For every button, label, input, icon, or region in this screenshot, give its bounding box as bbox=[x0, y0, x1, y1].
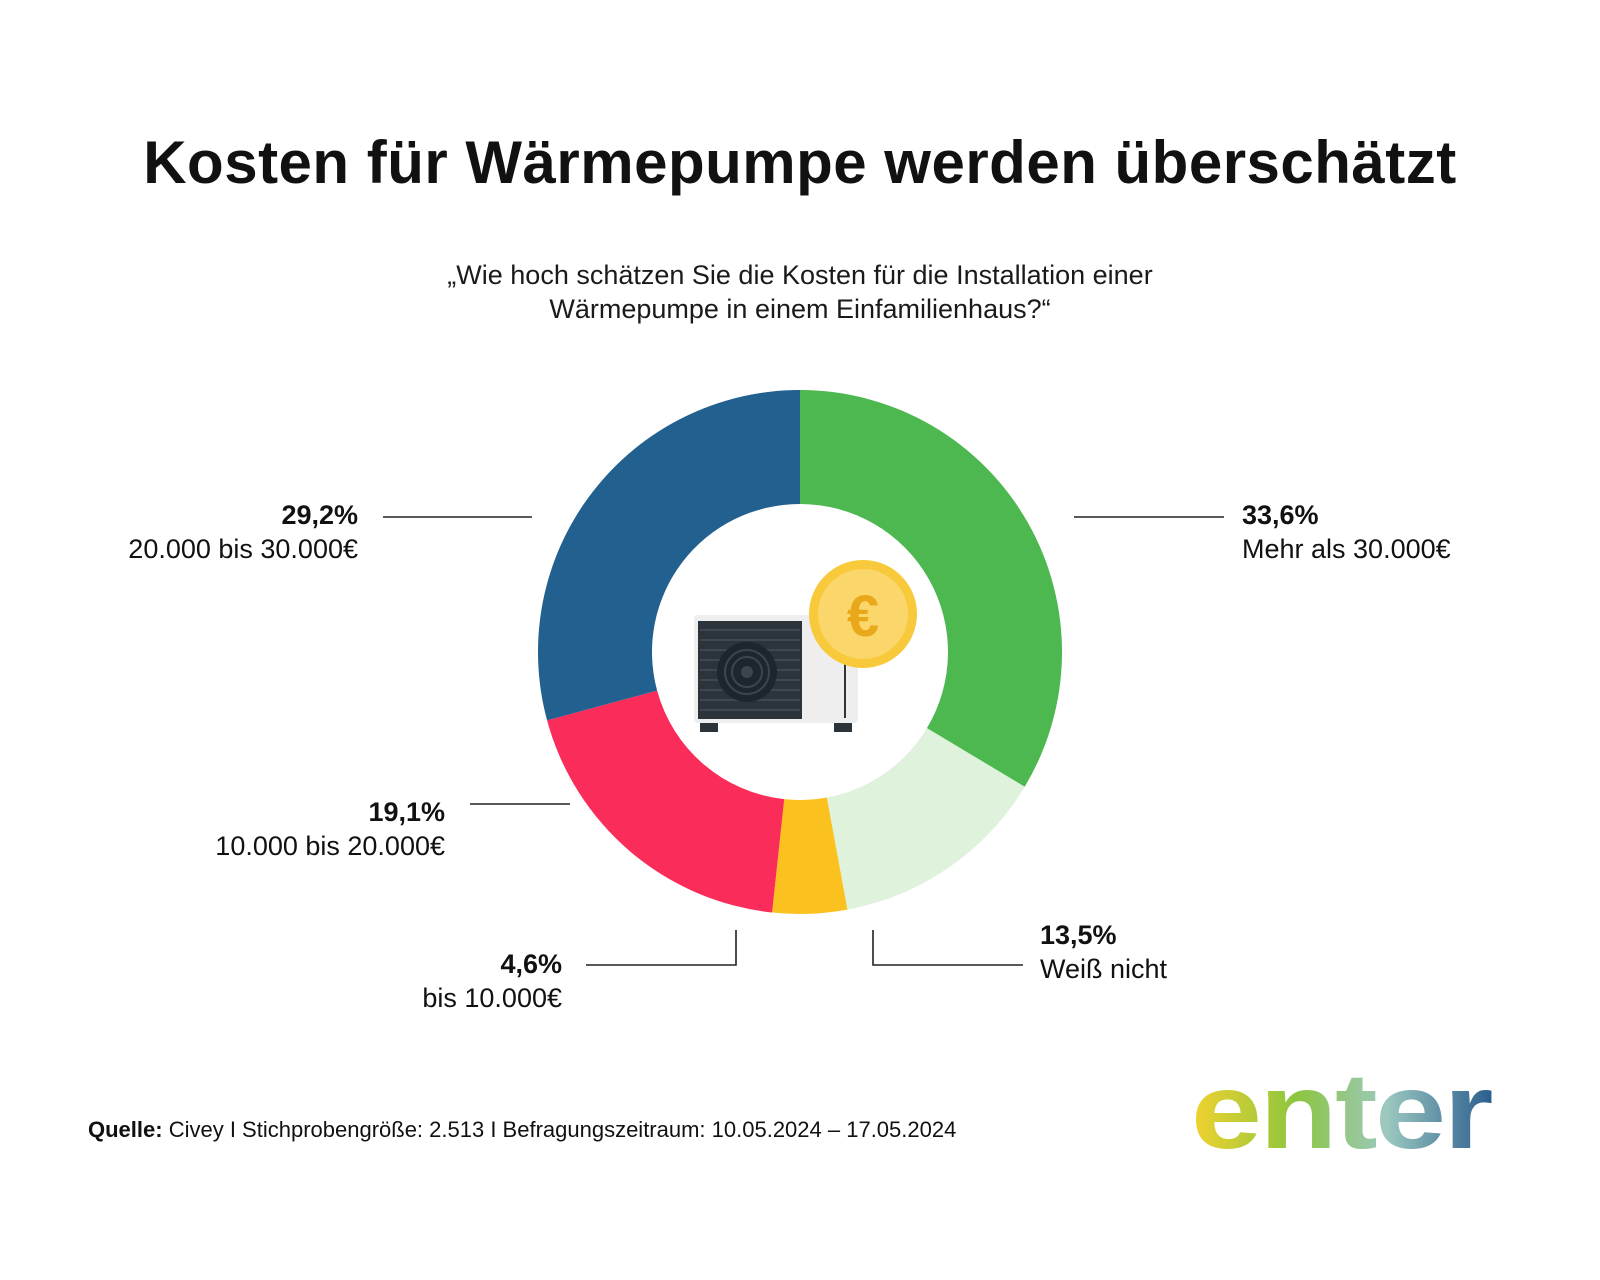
source-text: Civey I Stichprobengröße: 2.513 I Befrag… bbox=[168, 1117, 957, 1142]
source-note: Quelle: Civey I Stichprobengröße: 2.513 … bbox=[88, 1117, 956, 1143]
slice-value: 19,1% bbox=[368, 797, 445, 827]
subtitle-line-1: „Wie hoch schätzen Sie die Kosten für di… bbox=[447, 260, 1153, 290]
slice-value: 13,5% bbox=[1040, 920, 1117, 950]
chart-title: Kosten für Wärmepumpe werden überschätzt bbox=[143, 129, 1457, 196]
enter-logo: enter bbox=[1191, 1050, 1492, 1171]
slice-value: 33,6% bbox=[1242, 500, 1319, 530]
chart-subtitle: „Wie hoch schätzen Sie die Kosten für di… bbox=[0, 258, 1600, 326]
slice-label-bis-10000: 4,6% bis 10.000€ bbox=[422, 947, 562, 1015]
donut-slices bbox=[538, 390, 1063, 914]
source-label: Quelle: bbox=[88, 1117, 163, 1142]
leader-line-slice-1 bbox=[872, 930, 1023, 966]
slice-category: bis 10.000€ bbox=[422, 983, 562, 1013]
slice-label-mehr-als-30000: 33,6% Mehr als 30.000€ bbox=[1242, 498, 1451, 566]
slice-label-10000-bis-20000: 19,1% 10.000 bis 20.000€ bbox=[215, 795, 445, 863]
slice-label-weiss-nicht: 13,5% Weiß nicht bbox=[1040, 918, 1167, 986]
slice-label-20000-bis-30000: 29,2% 20.000 bis 30.000€ bbox=[128, 498, 358, 566]
donut-slice-2 bbox=[772, 797, 848, 914]
slice-value: 4,6% bbox=[500, 949, 562, 979]
donut-slice-1 bbox=[826, 728, 1025, 910]
svg-text:€: € bbox=[847, 584, 879, 649]
donut-slice-0 bbox=[800, 390, 1063, 787]
donut-slice-3 bbox=[547, 690, 785, 913]
donut-slice-4 bbox=[538, 390, 800, 721]
heat-pump-with-euro-coin-icon: € bbox=[694, 560, 917, 732]
leader-lines bbox=[383, 516, 1224, 966]
slice-category: Mehr als 30.000€ bbox=[1242, 534, 1451, 564]
slice-value: 29,2% bbox=[281, 500, 358, 530]
slice-category: 10.000 bis 20.000€ bbox=[215, 831, 445, 861]
leader-line-slice-2 bbox=[586, 930, 737, 966]
slice-category: 20.000 bis 30.000€ bbox=[128, 534, 358, 564]
slice-category: Weiß nicht bbox=[1040, 954, 1168, 984]
subtitle-line-2: Wärmepumpe in einem Einfamilienhaus?“ bbox=[549, 294, 1051, 324]
